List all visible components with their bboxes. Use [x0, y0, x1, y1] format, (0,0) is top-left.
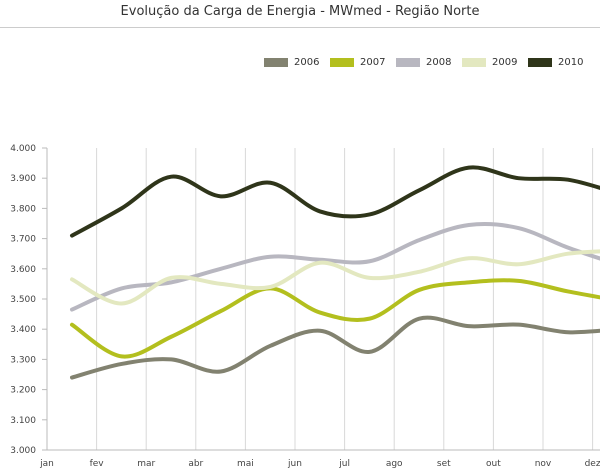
y-tick-label: 3.100 [10, 416, 36, 426]
series-line-2007 [70, 278, 600, 359]
y-tick-label: 3.800 [10, 204, 36, 214]
legend-label: 2007 [360, 57, 386, 68]
legend-label: 2010 [558, 57, 584, 68]
legend-swatch [528, 58, 552, 67]
y-tick-label: 3.900 [10, 174, 36, 184]
legend-item-2006: 2006 [264, 57, 322, 68]
chart-legend: 2006 2007 2008 2009 2010 [256, 57, 586, 68]
legend-swatch [396, 58, 420, 67]
x-tick-label: jan [39, 459, 54, 469]
legend-item-2009: 2009 [462, 57, 520, 68]
legend-label: 2006 [294, 57, 320, 68]
x-tick-label: fev [90, 459, 105, 469]
series-line-2010 [70, 165, 600, 238]
series-line-2008 [70, 222, 600, 312]
x-tick-label: dez [585, 459, 600, 469]
y-tick-label: 3.300 [10, 355, 36, 365]
y-tick-label: 3.000 [10, 446, 36, 456]
y-tick-label: 3.400 [10, 325, 36, 335]
legend-swatch [462, 58, 486, 67]
chart-title: Evolução da Carga de Energia - MWmed - R… [120, 4, 480, 19]
x-tick-label: set [437, 459, 451, 469]
series-line-2006 [70, 315, 600, 380]
legend-item-2008: 2008 [396, 57, 454, 68]
y-tick-label: 3.600 [10, 265, 36, 275]
x-tick-label: jul [338, 459, 350, 469]
y-tick-label: 3.500 [10, 295, 36, 305]
y-tick-label: 3.200 [10, 386, 36, 396]
legend-item-2007: 2007 [330, 57, 388, 68]
legend-swatch [330, 58, 354, 67]
x-tick-label: out [486, 459, 501, 469]
title-divider [0, 27, 600, 28]
x-tick-label: abr [188, 459, 203, 469]
x-tick-label: mar [137, 459, 155, 469]
x-tick-label: mai [237, 459, 254, 469]
y-tick-label: 4.000 [10, 144, 36, 154]
legend-item-2010: 2010 [528, 57, 586, 68]
y-tick-label: 3.700 [10, 235, 36, 245]
legend-label: 2009 [492, 57, 518, 68]
legend-label: 2008 [426, 57, 452, 68]
x-tick-label: ago [386, 459, 403, 469]
series-line-2009 [70, 249, 600, 306]
x-tick-label: nov [535, 459, 552, 469]
legend-swatch [264, 58, 288, 67]
x-tick-label: jun [287, 459, 302, 469]
